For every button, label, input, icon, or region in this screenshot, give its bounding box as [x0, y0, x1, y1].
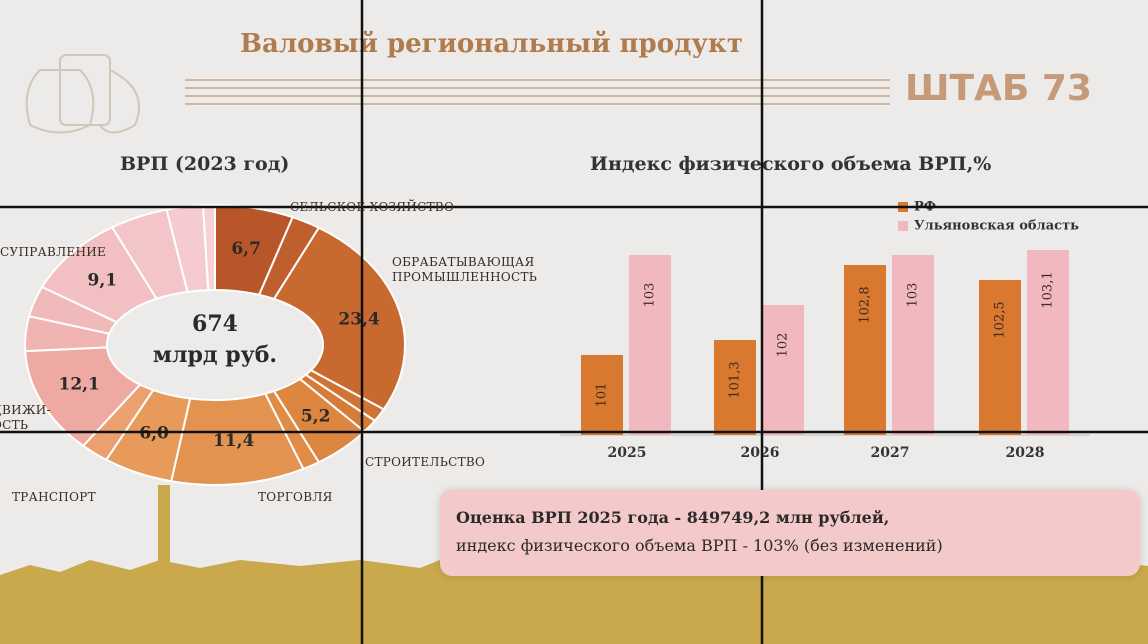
donut-center-value: 674	[192, 311, 238, 337]
bar-title: Индекс физического объема ВРП,%	[590, 153, 991, 175]
bar	[629, 255, 671, 435]
category-label: СЕЛЬСКОЕ ХОЗЯЙСТВО	[290, 200, 455, 214]
x-tick-label: 2028	[1006, 445, 1045, 461]
note-line: Оценка ВРП 2025 года - 849749,2 млн рубл…	[456, 508, 890, 527]
bar-value-label: 102,8	[858, 286, 873, 323]
legend-label: Ульяновская область	[914, 219, 1079, 234]
donut: 6,7 23,4 5,2 11,4 6,0 12,1 9,1	[24, 203, 406, 486]
bar	[581, 355, 623, 435]
bar-value-label: 103	[906, 283, 921, 308]
category-label: ТРАНСПОРТ	[12, 490, 96, 504]
skyline	[0, 560, 1148, 644]
slice-label: 6,7	[231, 239, 261, 259]
tower	[158, 485, 170, 580]
slice-label: 9,1	[88, 271, 118, 291]
slide-title: Валовый региональный продукт	[240, 29, 743, 59]
donut-slice	[272, 226, 406, 411]
category-label: СУПРАВЛЕНИЕ	[0, 245, 107, 259]
bar-value-label: 101	[595, 383, 610, 408]
emblem	[25, 54, 140, 134]
bar	[714, 340, 756, 435]
bar-chart: 2025 101 103 2026 101,3 102 2027 102,8 103 2028 10…	[560, 200, 1090, 461]
bar-value-label: 102	[776, 333, 791, 358]
slice-label: 6,0	[139, 423, 169, 443]
category-label: ТОРГОВЛЯ	[258, 490, 333, 504]
donut-center-unit: млрд руб.	[153, 342, 277, 368]
slice-label: 12,1	[58, 375, 99, 395]
bar-value-label: 103,1	[1041, 271, 1056, 308]
slice-label: 11,4	[213, 431, 255, 451]
note-line: индекс физического объема ВРП - 103% (бе…	[456, 536, 943, 555]
bar	[762, 305, 804, 435]
bar-value-label: 103	[643, 283, 658, 308]
category-label: СТРОИТЕЛЬСТВО	[365, 455, 486, 469]
donut-title: ВРП (2023 год)	[120, 153, 289, 175]
title-rules	[185, 79, 890, 105]
bar	[979, 280, 1021, 435]
brand: ШТАБ 73	[905, 68, 1092, 109]
note-box: Оценка ВРП 2025 года - 849749,2 млн рубл…	[440, 490, 1140, 576]
x-tick-label: 2025	[608, 445, 647, 461]
category-label: ДВИЖИ- ОСТЬ	[0, 403, 51, 432]
bar-value-label: 102,5	[993, 301, 1008, 338]
legend-swatch	[898, 221, 908, 231]
x-tick-label: 2026	[741, 445, 780, 461]
slice-label: 23,4	[338, 310, 380, 330]
bar	[892, 255, 934, 435]
x-tick-label: 2027	[871, 445, 910, 461]
bar	[1027, 250, 1069, 435]
slice-label: 5,2	[301, 406, 331, 426]
bar-value-label: 101,3	[728, 361, 743, 398]
bar	[844, 265, 886, 435]
donut-slice	[202, 203, 216, 292]
category-label: ОБРАБАТЫВАЮЩАЯ ПРОМЫШЛЕННОСТЬ	[392, 255, 538, 284]
